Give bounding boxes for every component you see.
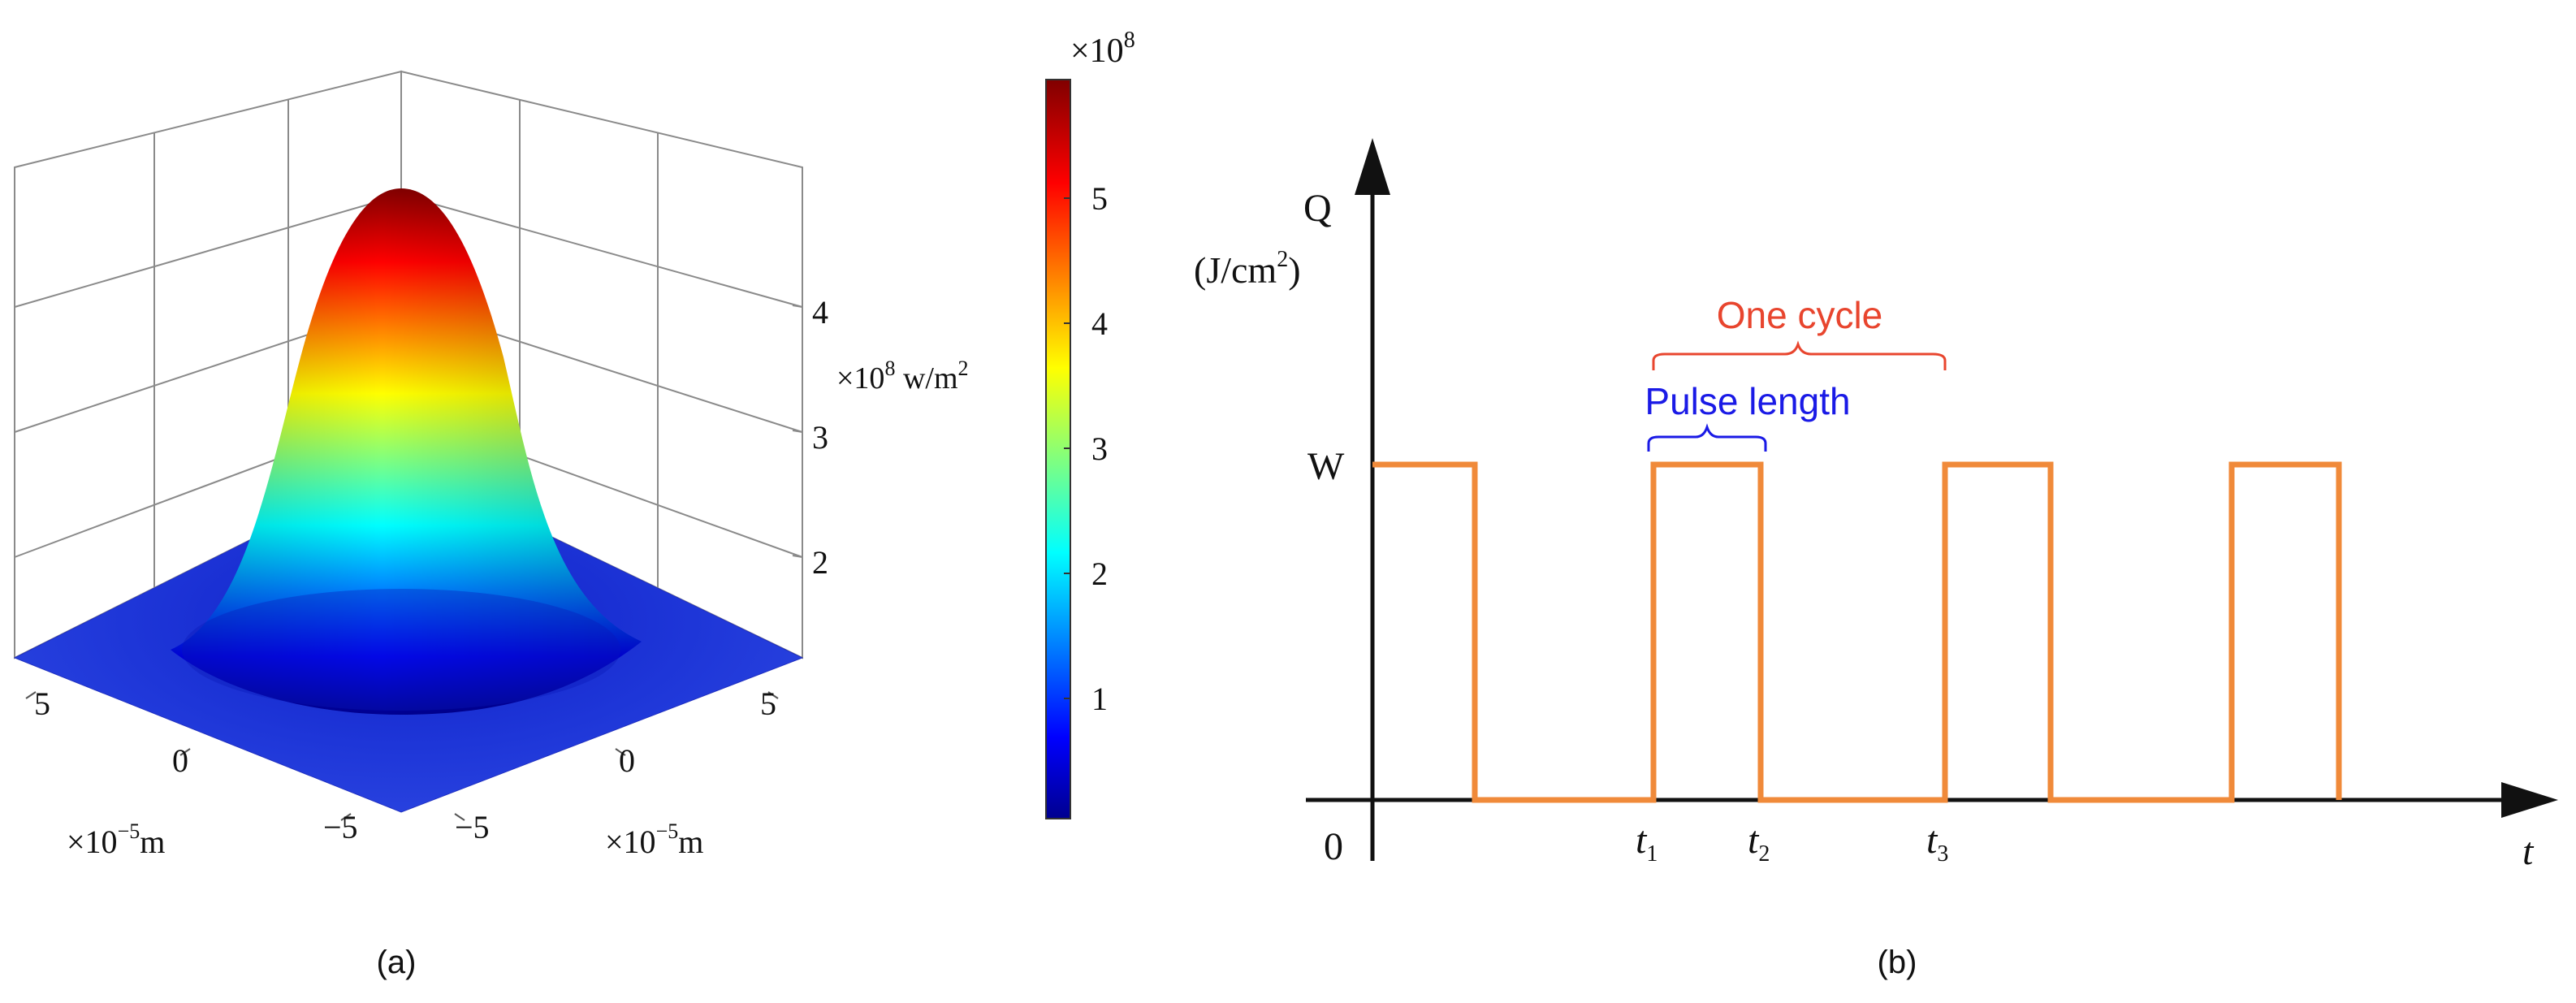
colorbar-exponent: ×108 xyxy=(1070,28,1135,70)
y-axis-label: Q xyxy=(1303,187,1332,230)
time-label-t3: t3 xyxy=(1926,819,1948,867)
z-axis-unit: ×108 w/m2 xyxy=(836,357,969,396)
left-axis-tick: 5 xyxy=(34,685,50,722)
left-axis-tick: 0 xyxy=(172,742,188,779)
colorbar-tick: 4 xyxy=(1091,305,1108,342)
z-axis-ticks: 4 3 2 xyxy=(812,294,828,581)
time-label-t2: t2 xyxy=(1748,819,1770,867)
left-axis-unit: ×10−5m xyxy=(67,819,165,860)
z-tick: 3 xyxy=(812,419,828,456)
colorbar-tick: 3 xyxy=(1091,430,1108,467)
left-axis-tick: −5 xyxy=(323,809,358,845)
y-axis-unit: (J/cm2) xyxy=(1194,247,1301,291)
right-axis-ticks: 5 0 −5 xyxy=(455,685,776,845)
pulse-length-brace xyxy=(1647,423,1767,452)
left-axis-ticks: 5 0 −5 xyxy=(34,685,358,845)
z-tick: 4 xyxy=(812,294,828,331)
pulse-waveform xyxy=(1372,461,2342,803)
floor-ticks xyxy=(25,691,779,821)
caption-b: (b) xyxy=(1878,945,1917,980)
y-axis-arrow-icon xyxy=(1355,138,1390,195)
one-cycle-brace xyxy=(1652,340,1947,370)
z-tick: 2 xyxy=(812,544,828,581)
right-axis-tick: −5 xyxy=(455,809,490,845)
colorbar-tick: 2 xyxy=(1091,556,1108,592)
one-cycle-label: One cycle xyxy=(1717,294,1883,336)
colorbar: 1 2 3 4 5 ×108 xyxy=(1045,28,1135,819)
colorbar-tick: 5 xyxy=(1091,180,1108,217)
colorbar-tick: 1 xyxy=(1091,681,1108,717)
right-axis-tick: 5 xyxy=(760,685,776,722)
panel-b: One cycle Pulse length Q (J/cm2) W 0 t t… xyxy=(1194,138,2558,980)
right-axis-tick: 0 xyxy=(619,742,635,779)
caption-a: (a) xyxy=(377,945,417,980)
panel-a: 4 3 2 ×108 w/m2 5 0 −5 ×10−5m 5 0 −5 ×10… xyxy=(13,28,1135,980)
time-label-t1: t1 xyxy=(1636,819,1658,867)
right-axis-unit: ×10−5m xyxy=(605,819,703,860)
pulse-length-label: Pulse length xyxy=(1645,380,1850,422)
x-axis-label: t xyxy=(2522,830,2535,873)
level-label-w: W xyxy=(1307,445,1345,488)
origin-label: 0 xyxy=(1324,825,1343,868)
x-axis-arrow-icon xyxy=(2501,782,2558,818)
